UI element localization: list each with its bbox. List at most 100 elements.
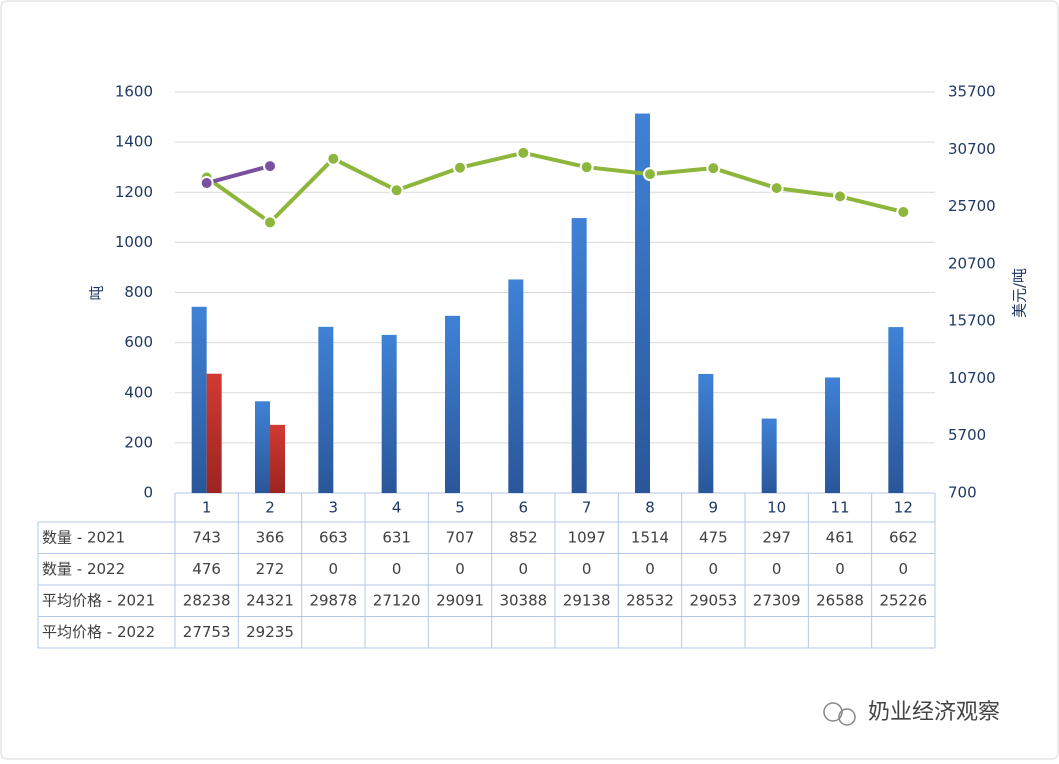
legend-label: 平均价格 - 2022 bbox=[42, 623, 155, 641]
x-tick-label: 9 bbox=[709, 499, 719, 517]
line-marker bbox=[706, 161, 721, 176]
line-marker bbox=[896, 205, 911, 220]
table-value: 297 bbox=[762, 528, 791, 546]
y2-tick-label: 700 bbox=[948, 484, 977, 502]
table-value: 27309 bbox=[753, 591, 801, 609]
line bbox=[206, 164, 271, 185]
table-value: 272 bbox=[256, 560, 285, 578]
legend-label: 数量 - 2021 bbox=[42, 528, 125, 546]
y-tick-label: 400 bbox=[124, 383, 153, 401]
table-value: 27753 bbox=[183, 623, 231, 641]
line-marker bbox=[199, 176, 214, 191]
table-value: 743 bbox=[192, 528, 221, 546]
table-value: 28532 bbox=[626, 591, 674, 609]
line bbox=[205, 150, 904, 225]
y-tick-label: 1200 bbox=[115, 183, 153, 201]
x-tick-label: 10 bbox=[767, 499, 786, 517]
table-value: 29091 bbox=[436, 591, 484, 609]
y-tick-label: 1600 bbox=[115, 83, 153, 101]
table-value: 475 bbox=[699, 528, 728, 546]
table-value: 30388 bbox=[499, 591, 547, 609]
bar bbox=[508, 279, 524, 493]
table-value: 28238 bbox=[183, 591, 231, 609]
bar bbox=[318, 326, 334, 493]
table-value: 662 bbox=[889, 528, 918, 546]
y2-tick-label: 5700 bbox=[948, 426, 986, 444]
x-tick-label: 4 bbox=[392, 499, 402, 517]
bar bbox=[206, 373, 222, 493]
y-tick-label: 0 bbox=[143, 484, 153, 502]
table-value: 0 bbox=[582, 560, 592, 578]
watermark: 奶业经济观察 bbox=[868, 700, 1000, 725]
y2-tick-label: 30700 bbox=[948, 140, 996, 158]
table-value: 476 bbox=[192, 560, 221, 578]
table-value: 0 bbox=[329, 560, 339, 578]
table-value: 663 bbox=[319, 528, 348, 546]
table-value: 29138 bbox=[563, 591, 611, 609]
bar bbox=[445, 315, 460, 493]
table-value: 29878 bbox=[309, 591, 357, 609]
y-tick-label: 1000 bbox=[115, 233, 153, 251]
x-tick-label: 12 bbox=[894, 499, 913, 517]
x-tick-label: 7 bbox=[582, 499, 592, 517]
table-value: 0 bbox=[772, 560, 782, 578]
line-marker bbox=[579, 160, 594, 175]
bar bbox=[761, 418, 777, 493]
y2-tick-label: 35700 bbox=[948, 83, 996, 101]
legend-label: 数量 - 2022 bbox=[42, 560, 125, 578]
table-value: 461 bbox=[826, 528, 855, 546]
table-value: 0 bbox=[392, 560, 402, 578]
y2-tick-label: 10700 bbox=[948, 369, 996, 387]
table-value: 0 bbox=[645, 560, 655, 578]
y2-tick-label: 25700 bbox=[948, 197, 996, 215]
bar bbox=[571, 218, 587, 493]
bar bbox=[888, 327, 904, 493]
table-value: 366 bbox=[256, 528, 285, 546]
bar bbox=[825, 377, 840, 493]
table-value: 24321 bbox=[246, 591, 294, 609]
line-marker bbox=[453, 160, 467, 175]
table-value: 707 bbox=[446, 528, 475, 546]
table-value: 26588 bbox=[816, 591, 864, 609]
watermark-icon bbox=[823, 702, 856, 726]
x-tick-label: 11 bbox=[830, 499, 849, 517]
bar bbox=[270, 424, 285, 493]
table-value: 0 bbox=[899, 560, 909, 578]
y-tick-label: 200 bbox=[124, 433, 153, 451]
line-marker bbox=[389, 183, 404, 198]
table-value: 852 bbox=[509, 528, 538, 546]
line-marker bbox=[516, 145, 531, 160]
line-marker bbox=[643, 167, 657, 182]
y-tick-label: 600 bbox=[124, 333, 153, 351]
line-marker bbox=[263, 215, 277, 230]
y2-tick-label: 15700 bbox=[948, 312, 996, 330]
table-value: 29235 bbox=[246, 623, 294, 641]
table-value: 25226 bbox=[879, 591, 927, 609]
line-marker bbox=[326, 151, 341, 166]
legend-label: 平均价格 - 2021 bbox=[42, 591, 155, 609]
y2-axis-label: 美元/吨 bbox=[1011, 268, 1029, 318]
bar bbox=[381, 334, 397, 493]
line-marker bbox=[769, 181, 784, 196]
table-value: 1097 bbox=[568, 528, 606, 546]
table-value: 0 bbox=[709, 560, 719, 578]
bar bbox=[635, 113, 650, 494]
bar bbox=[698, 373, 714, 493]
x-tick-label: 5 bbox=[455, 499, 465, 517]
x-tick-label: 6 bbox=[519, 499, 529, 517]
bar bbox=[255, 401, 270, 493]
table-value: 1514 bbox=[631, 528, 669, 546]
table-value: 27120 bbox=[373, 591, 421, 609]
y-tick-label: 800 bbox=[124, 283, 153, 301]
x-tick-label: 1 bbox=[202, 499, 212, 517]
x-tick-label: 2 bbox=[265, 499, 275, 517]
y-tick-label: 1400 bbox=[115, 133, 153, 151]
table-value: 29053 bbox=[689, 591, 737, 609]
line-marker bbox=[833, 189, 847, 204]
x-tick-label: 8 bbox=[645, 499, 655, 517]
table-value: 0 bbox=[455, 560, 465, 578]
bar bbox=[191, 306, 207, 493]
line-marker bbox=[263, 159, 277, 174]
table-value: 0 bbox=[519, 560, 529, 578]
